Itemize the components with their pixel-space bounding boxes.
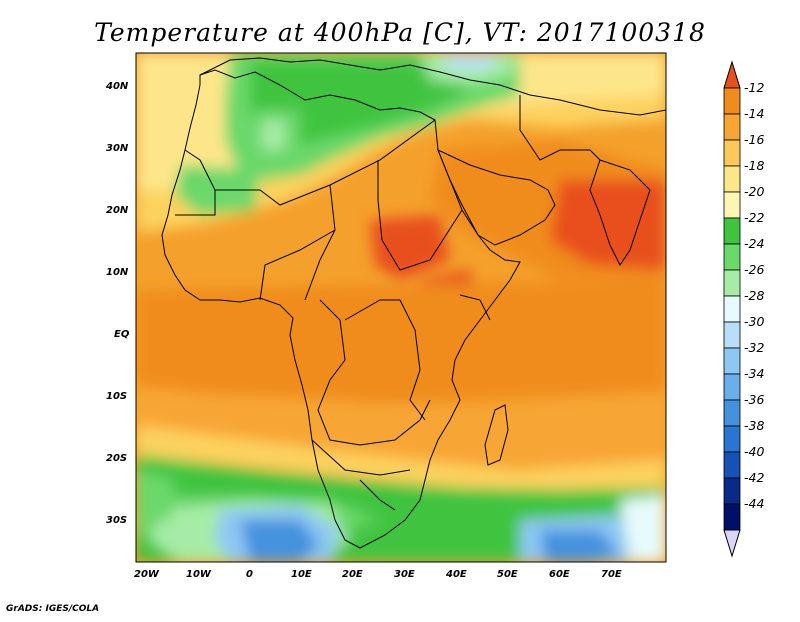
map-title: Temperature at 400hPa [C], VT: 201710031… [94,18,706,47]
colorbar-band [723,321,741,349]
lat-label: 40N [105,81,129,92]
colorbar-label: -34 [744,366,764,381]
colorbar-bottom-arrow [723,529,741,558]
lon-label: 10E [291,569,312,580]
lon-label: 60E [549,569,570,580]
colorbar-band [723,269,741,297]
colorbar-label: -12 [744,80,764,95]
lat-label: 20S [106,453,127,464]
colorbar-band [723,451,741,479]
colorbar-label: -14 [744,106,764,121]
colorbar-label: -42 [744,470,764,485]
temperature-field [136,53,666,562]
colorbar: -12 -14 -16 -18 -20 -22 -24 -26 -28 -30 -32 -34 -36 -… [723,60,764,558]
colorbar-label: -16 [744,132,764,147]
colorbar-label: -30 [744,314,764,329]
lon-label: 20E [342,569,363,580]
coastlines [161,57,666,549]
lat-label: 10S [106,391,127,402]
colorbar-band [723,477,741,505]
colorbar-label: -38 [744,418,764,433]
colorbar-label: -26 [744,262,764,277]
lon-label: 30E [394,569,415,580]
colorbar-label: -32 [744,340,764,355]
colorbar-label: -24 [744,236,764,251]
colorbar-band [723,425,741,453]
lat-label: 10N [106,267,129,278]
lon-label: 0 [246,569,253,580]
colorbar-band [723,243,741,271]
colorbar-label: -40 [744,444,764,459]
colorbar-label: -36 [744,392,764,407]
credit-label: GrADS: IGES/COLA [6,604,100,614]
lat-label: EQ [114,329,130,340]
colorbar-label: -44 [744,496,764,511]
colorbar-band [723,295,741,323]
colorbar-band [723,165,741,193]
colorbar-band [723,139,741,167]
colorbar-band [723,113,741,141]
colorbar-label: -18 [744,158,764,173]
colorbar-band [723,399,741,427]
lon-label: 20W [134,569,160,580]
colorbar-label: -22 [744,210,764,225]
latitude-labels: 40N 30N 20N 10N EQ 10S 20S 30S [105,81,130,526]
lat-label: 30N [106,143,129,154]
map-frame [135,52,667,563]
lon-label: 70E [601,569,622,580]
colorbar-band [723,87,741,115]
colorbar-band [723,191,741,219]
lon-label: 10W [186,569,212,580]
colorbar-band [723,503,741,531]
longitude-labels: 20W 10W 0 10E 20E 30E 40E 50E 60E 70E [134,569,622,580]
lon-label: 40E [445,569,467,580]
colorbar-band [723,373,741,401]
lat-label: 20N [106,205,129,216]
colorbar-label: -20 [744,184,764,199]
colorbar-top-arrow [723,60,741,89]
lon-label: 50E [497,569,518,580]
lat-label: 30S [106,515,127,526]
colorbar-band [723,347,741,375]
colorbar-band [723,217,741,245]
colorbar-label: -28 [744,288,764,303]
